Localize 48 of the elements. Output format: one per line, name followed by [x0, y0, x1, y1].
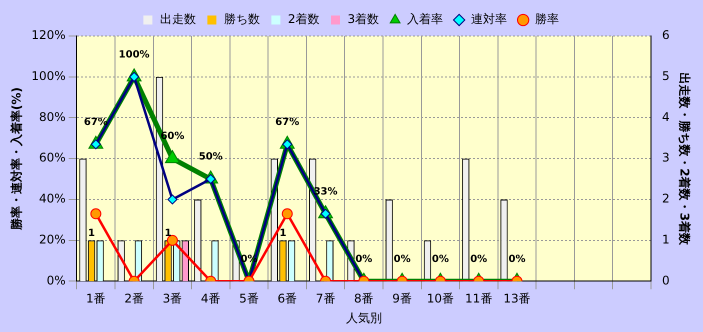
y2-tick-label: 2 — [662, 192, 670, 206]
data-label: 50% — [198, 152, 223, 163]
data-label: 0% — [394, 254, 411, 265]
x-tick-label: 5番 — [239, 292, 259, 306]
y-tick-label: 40% — [39, 192, 66, 206]
data-label: 1 — [88, 228, 96, 239]
legend-label: 2着数 — [288, 12, 320, 26]
data-label: 100% — [118, 49, 150, 60]
y2-tick-label: 5 — [662, 68, 670, 83]
legend-label: 連対率 — [471, 12, 508, 26]
x-axis-title: 人気別 — [346, 310, 382, 325]
x-tick-label: 6番 — [277, 292, 298, 306]
y-tick-label: 80% — [39, 110, 66, 124]
x-tick-label: 2番 — [124, 292, 144, 306]
y2-tick-label: 0 — [662, 273, 670, 288]
x-tick-label: 4番 — [200, 292, 221, 306]
y-tick-label: 100% — [31, 68, 66, 83]
y-tick-label: 0% — [46, 273, 66, 288]
data-label: 0% — [470, 254, 488, 265]
x-tick-label: 3番 — [162, 292, 182, 306]
x-tick-label: 13番 — [503, 292, 531, 306]
y2-axis-title: 出走数・勝ち数・2着数・3着数 — [678, 72, 692, 246]
y2-tick-label: 1 — [662, 232, 670, 246]
y2-tick-label: 4 — [662, 110, 670, 124]
y-tick-label: 60% — [39, 150, 66, 165]
legend-label: 出走数 — [160, 12, 196, 26]
x-tick-label: 11番 — [465, 292, 492, 306]
x-tick-label: 1番 — [86, 292, 106, 306]
point — [164, 150, 180, 164]
data-label: 1 — [164, 228, 172, 239]
y-tick-label: 120% — [31, 28, 66, 42]
y2-tick-label: 3 — [662, 150, 670, 165]
y-axis-title: 勝率・連対率・入着率(%) — [9, 87, 24, 232]
legend-label: 入着率 — [407, 12, 444, 26]
data-label: 0% — [432, 254, 449, 265]
data-label: 0% — [508, 254, 526, 265]
legend-label: 3着数 — [348, 12, 380, 26]
data-label: 67% — [275, 116, 300, 128]
y-tick-label: 20% — [39, 232, 66, 246]
y2-tick-label: 6 — [662, 28, 670, 42]
x-tick-label: 10番 — [426, 292, 454, 306]
data-label: 0% — [355, 254, 372, 265]
data-label: 1 — [279, 228, 286, 239]
x-tick-label: 9番 — [392, 292, 412, 306]
legend-label: 勝ち数 — [224, 12, 260, 26]
legend-label: 勝率 — [535, 12, 560, 26]
x-tick-label: 7番 — [316, 292, 336, 306]
x-tick-label: 8番 — [354, 292, 374, 306]
